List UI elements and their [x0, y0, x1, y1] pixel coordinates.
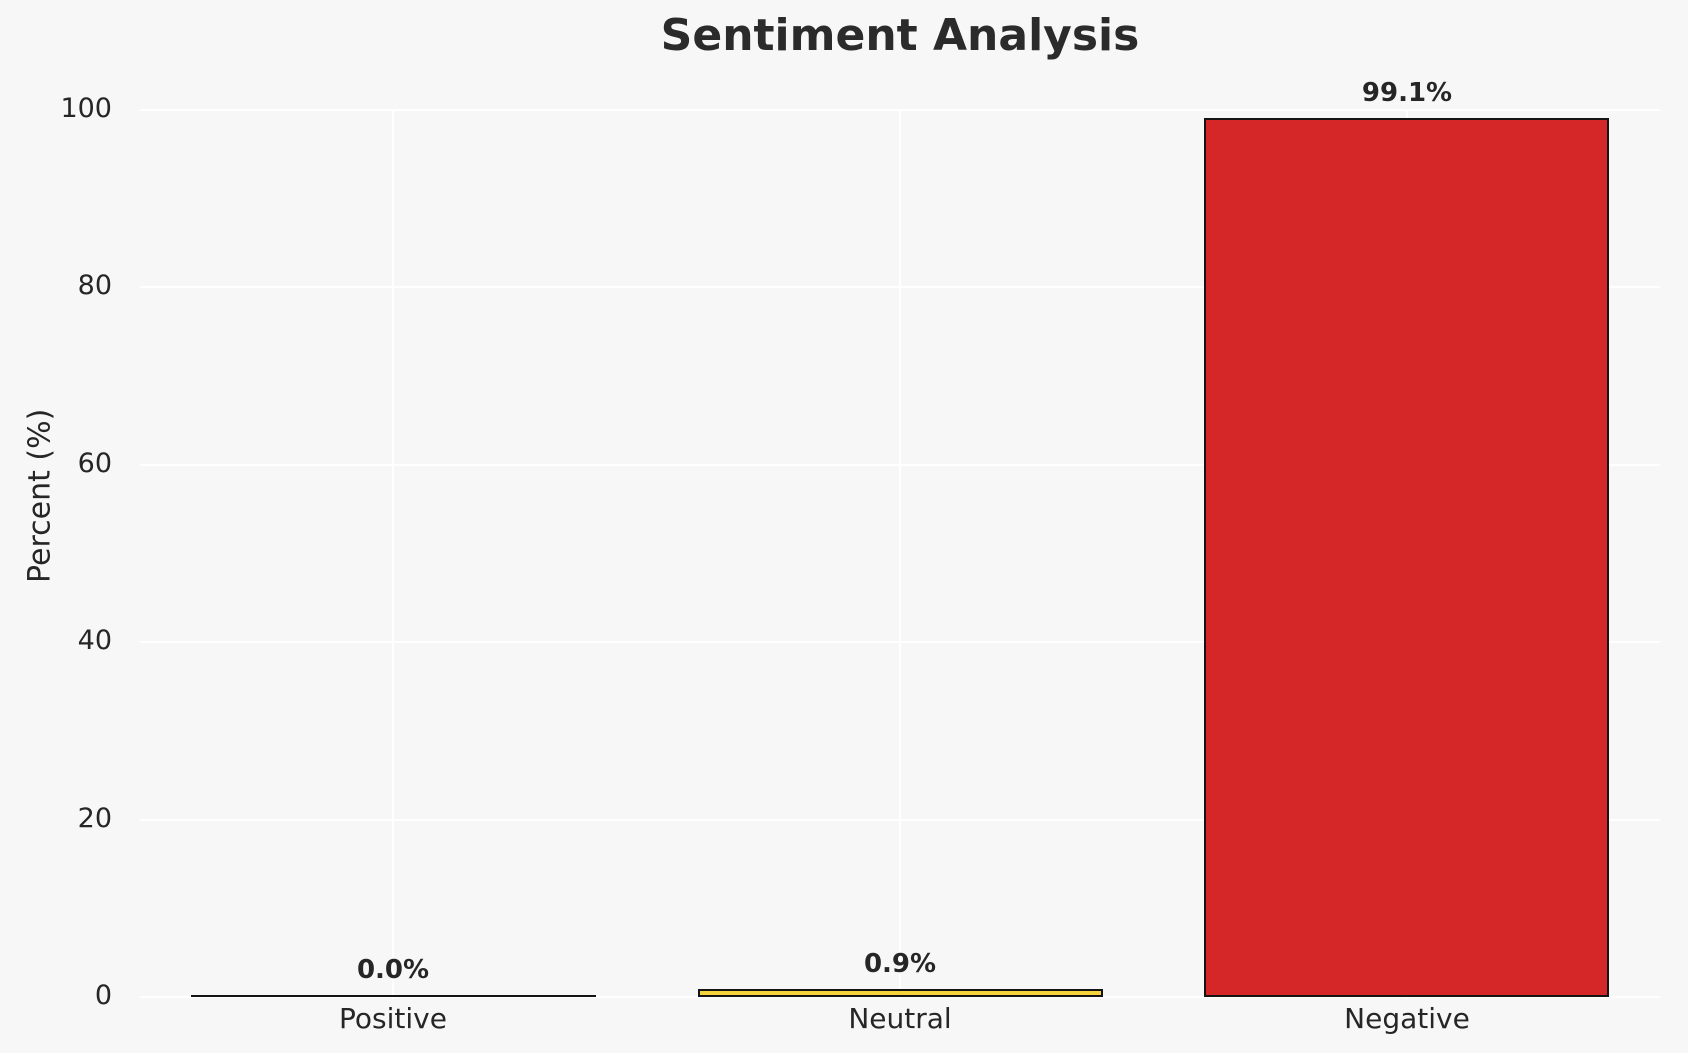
bar-neutral: [698, 989, 1103, 997]
v-gridline-positive: [392, 110, 395, 999]
bar-negative: [1204, 118, 1609, 997]
bar-value-label-neutral: 0.9%: [863, 949, 937, 979]
bar-positive: [191, 995, 596, 997]
chart-title: Sentiment Analysis: [660, 10, 1140, 61]
x-tick-label-neutral: Neutral: [848, 1002, 952, 1035]
y-tick-label-40: 40: [77, 625, 112, 657]
y-tick-label-100: 100: [60, 93, 112, 124]
x-tick-label-negative: Negative: [1344, 1002, 1470, 1035]
v-gridline-neutral: [899, 110, 901, 999]
y-tick-label-60: 60: [77, 447, 112, 479]
y-tick-label-20: 20: [77, 802, 112, 834]
bar-value-label-negative: 99.1%: [1361, 78, 1453, 108]
y-tick-label-0: 0: [94, 980, 112, 1011]
y-axis-label: Percent (%): [22, 408, 58, 583]
bar-value-label-positive: 0.0%: [356, 955, 430, 985]
y-tick-label-80: 80: [77, 270, 112, 302]
x-tick-label-positive: Positive: [339, 1002, 447, 1035]
